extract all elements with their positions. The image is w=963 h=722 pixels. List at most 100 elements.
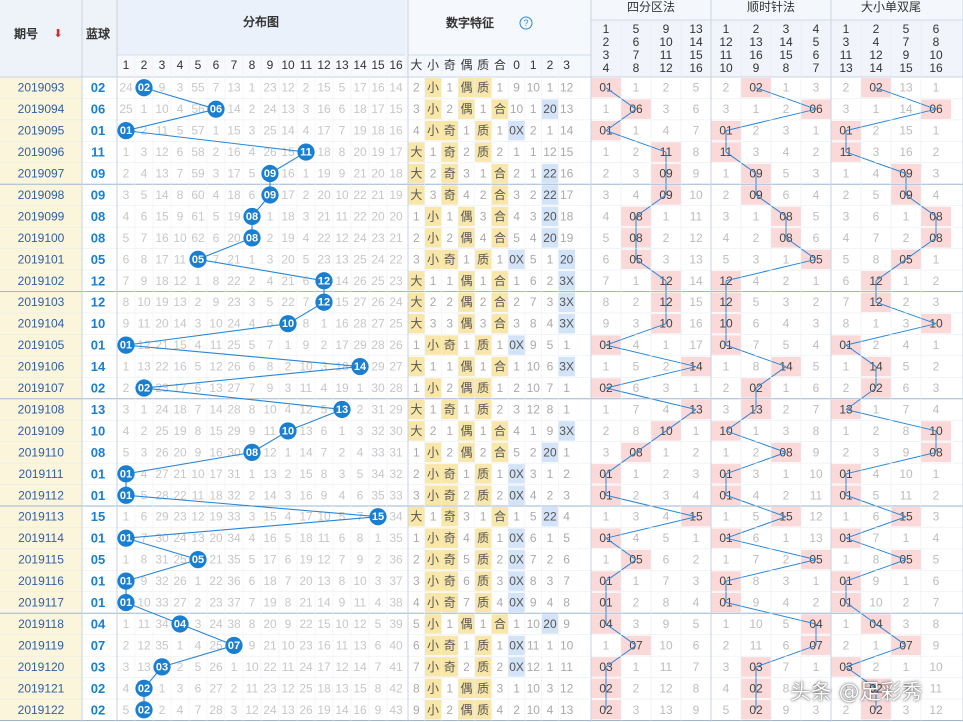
- feature-value: 4: [547, 596, 554, 610]
- quad-omission: 12: [689, 231, 703, 245]
- dist-omission: 8: [357, 531, 364, 545]
- dist-omission: 33: [371, 445, 385, 459]
- feature-value: 3: [446, 317, 453, 331]
- clock-omission: 5: [753, 510, 760, 524]
- dist-omission: 1: [303, 167, 310, 181]
- feature-hit-cell: [491, 614, 509, 634]
- period-value: 2019115: [18, 553, 64, 567]
- feature-hit-cell: [508, 528, 525, 548]
- dist-omission: 21: [209, 553, 223, 567]
- bigsmall-omission: 1: [933, 467, 940, 481]
- feature-value: 2: [513, 703, 520, 717]
- feature-value: 3: [530, 209, 537, 223]
- bigsmall-omission: 2: [843, 445, 850, 459]
- bigsmall-omission: 3: [933, 167, 940, 181]
- sort-arrow-icon[interactable]: ⬇: [53, 28, 62, 40]
- dist-omission: 23: [299, 638, 313, 652]
- dist-omission: 24: [227, 317, 241, 331]
- dist-omission: 16: [317, 638, 331, 652]
- feature-value: 1: [480, 617, 487, 631]
- dist-omission: 20: [281, 252, 295, 266]
- blue-ball-cell: [82, 291, 117, 313]
- clock-omission: 4: [753, 488, 760, 502]
- dist-omission: 10: [353, 574, 367, 588]
- clock-omission: 1: [723, 445, 730, 459]
- dist-omission: 17: [209, 467, 223, 481]
- dist-omission: 28: [371, 338, 385, 352]
- feature-value: 4: [530, 231, 537, 245]
- feature-value: 9: [563, 617, 570, 631]
- feature-value: 小: [427, 102, 439, 116]
- feature-label-7: 1: [530, 58, 537, 72]
- clock-omission: 4: [723, 681, 730, 695]
- feature-value: 8: [530, 574, 537, 588]
- feature-value: 20: [543, 231, 557, 245]
- dist-omission: 2: [339, 445, 346, 459]
- blue-ball-marker-label: 01: [120, 597, 132, 609]
- dist-omission: 15: [389, 102, 403, 116]
- dist-omission: 5: [177, 124, 184, 138]
- clock-omission: 1: [813, 124, 820, 138]
- dist-omission: 5: [141, 188, 148, 202]
- clock-omission: 10: [809, 467, 823, 481]
- quad-header-0-3: 4: [603, 61, 610, 75]
- dist-omission: 4: [357, 445, 364, 459]
- feature-hit-cell: [541, 163, 559, 184]
- dist-omission: 7: [177, 167, 184, 181]
- period-cell: [0, 248, 82, 271]
- quad-omission: 1: [663, 445, 670, 459]
- dist-omission: 7: [303, 295, 310, 309]
- clock-header-3-3: 7: [813, 61, 820, 75]
- clock-header-2-1: 14: [779, 35, 793, 49]
- dist-omission: 27: [209, 681, 223, 695]
- bigsmall-omission: 8: [933, 617, 940, 631]
- dist-omission: 1: [141, 102, 148, 116]
- feature-hit-cell: [424, 614, 442, 634]
- dist-omission: 3: [285, 381, 292, 395]
- bigsmall-omission: 8: [903, 424, 910, 438]
- dist-trend-line: [161, 644, 235, 668]
- clock-omission: 6: [753, 317, 760, 331]
- bigsmall-omission: 1: [843, 360, 850, 374]
- blue-ball-marker-label: 01: [120, 340, 132, 352]
- dist-omission: 2: [303, 81, 310, 95]
- quad-omission: 6: [693, 638, 700, 652]
- dist-omission: 4: [195, 638, 202, 652]
- help-icon[interactable]: [519, 16, 533, 30]
- dist-trend-line: [143, 87, 217, 110]
- feature-value: 9: [530, 596, 537, 610]
- dist-omission: 6: [339, 102, 346, 116]
- dist-omission: 14: [317, 596, 331, 610]
- feature-hit-cell: [474, 571, 492, 591]
- dist-trend-line: [179, 623, 235, 646]
- dist-omission: 23: [227, 295, 241, 309]
- dist-omission: 3: [303, 102, 310, 116]
- dist-omission: 9: [249, 638, 256, 652]
- dist-omission: 24: [209, 617, 223, 631]
- dist-omission: 12: [263, 445, 277, 459]
- clock-omission: 3: [783, 574, 790, 588]
- period-value: 2019120: [18, 660, 65, 674]
- blue-ball-value: 01: [91, 466, 105, 481]
- feature-label-9: 3: [563, 58, 570, 72]
- quad-omission: 7: [693, 660, 700, 674]
- feature-value: 3: [413, 574, 420, 588]
- blue-ball-marker-label: 14: [354, 361, 367, 373]
- feature-value: 1: [446, 209, 453, 223]
- clock-omission: 3: [813, 703, 820, 717]
- clock-omission: 5: [753, 295, 760, 309]
- bigsmall-omission: 3: [903, 617, 910, 631]
- dist-omission: 20: [353, 145, 367, 159]
- blue-ball-marker: [135, 701, 153, 719]
- bigsmall-header-0-0: 1: [843, 22, 850, 36]
- quad-omission: 9: [663, 617, 670, 631]
- clock-omission: 5: [783, 617, 790, 631]
- period-header: 期号: [14, 26, 38, 41]
- blue-ball-marker-label: 09: [264, 189, 276, 201]
- feature-label-1: 小: [427, 58, 439, 72]
- dist-omission: 20: [173, 445, 187, 459]
- dist-omission: 10: [299, 360, 313, 374]
- dist-trend-line: [197, 258, 325, 282]
- clock-omission: 2: [813, 295, 820, 309]
- clock-omission: 3: [723, 102, 730, 116]
